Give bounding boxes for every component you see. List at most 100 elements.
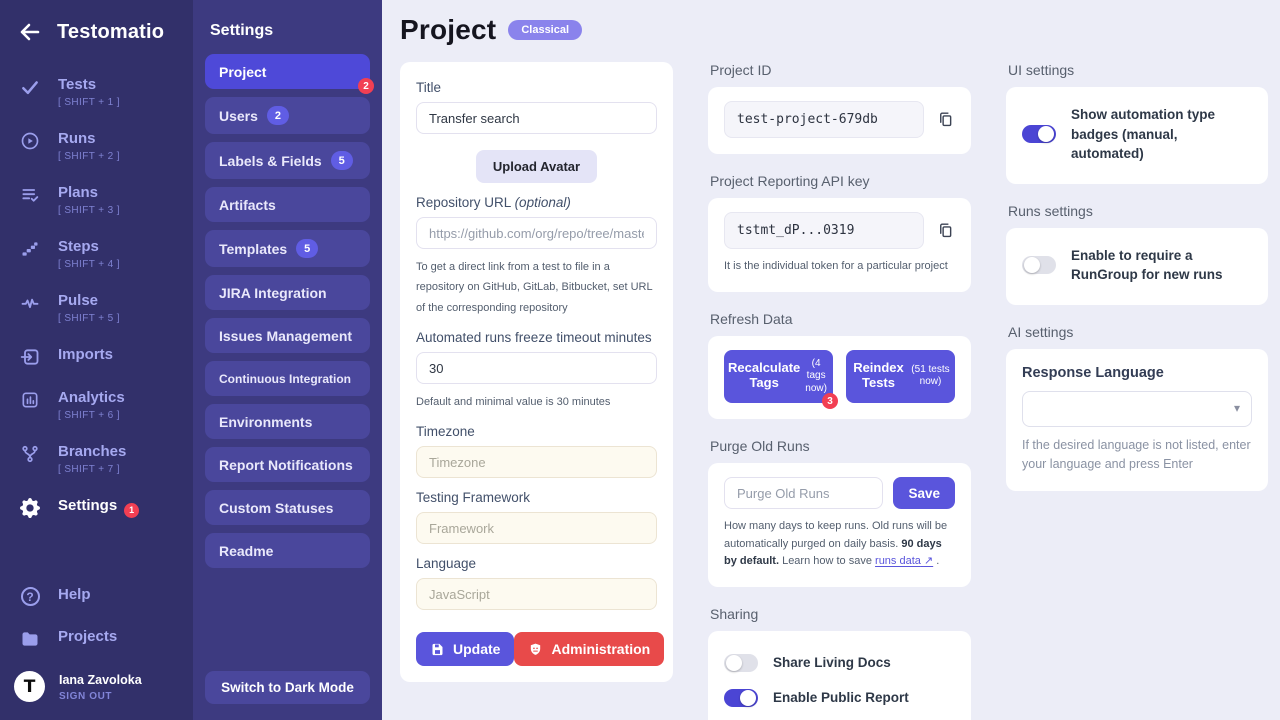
purge-help: How many days to keep runs. Old runs wil… bbox=[724, 520, 948, 568]
settings-nav-issues[interactable]: Issues Management bbox=[205, 318, 370, 353]
help-icon: ? bbox=[19, 587, 41, 606]
title-label: Title bbox=[416, 80, 442, 95]
settings-nav-artifacts[interactable]: Artifacts bbox=[205, 187, 370, 222]
labels-count-badge: 5 bbox=[330, 151, 353, 170]
user-menu[interactable]: T Iana Zavoloka SIGN OUT bbox=[0, 663, 193, 706]
project-form-card: Title Upload Avatar Repository URL (opti… bbox=[400, 62, 673, 683]
external-link-icon: ↗ bbox=[923, 555, 934, 568]
primary-sidebar: Testomatio Tests [ SHIFT + 1 ] Runs [ SH… bbox=[0, 0, 193, 720]
settings-nav-templates[interactable]: Templates 5 bbox=[205, 230, 370, 267]
sidebar-item-imports[interactable]: Imports bbox=[0, 338, 193, 375]
response-language-select[interactable]: ▾ bbox=[1022, 390, 1252, 427]
sharing-label: Sharing bbox=[710, 605, 759, 622]
language-label: Language bbox=[416, 556, 477, 572]
sidebar-item-pulse[interactable]: Pulse [ SHIFT + 5 ] bbox=[0, 284, 193, 332]
back-arrow-icon[interactable] bbox=[18, 20, 42, 44]
users-count-badge: 2 bbox=[266, 106, 289, 125]
list-check-icon bbox=[19, 185, 41, 205]
settings-nav-users[interactable]: Users 2 bbox=[205, 97, 370, 134]
settings-nav-report-notifications[interactable]: Report Notifications bbox=[205, 447, 370, 482]
pulse-icon bbox=[19, 293, 41, 313]
settings-nav-readme[interactable]: Readme bbox=[205, 533, 370, 568]
settings-nav-environments[interactable]: Environments bbox=[205, 404, 370, 439]
project-id-card: test-project-679db bbox=[708, 87, 971, 154]
settings-nav-ci[interactable]: Continuous Integration bbox=[205, 361, 370, 396]
folder-icon bbox=[19, 629, 41, 649]
share-living-docs-toggle[interactable] bbox=[724, 653, 758, 672]
refresh-data-label: Refresh Data bbox=[710, 310, 793, 327]
purge-days-input[interactable] bbox=[724, 477, 884, 510]
settings-nav-jira[interactable]: JIRA Integration bbox=[205, 275, 370, 310]
require-rungroup-toggle[interactable] bbox=[1022, 256, 1056, 275]
repository-url-help: To get a direct link from a test to file… bbox=[416, 261, 653, 314]
shield-icon bbox=[528, 642, 543, 657]
automation-badges-toggle[interactable] bbox=[1022, 125, 1056, 144]
dark-mode-toggle-button[interactable]: Switch to Dark Mode bbox=[205, 671, 370, 704]
avatar: T bbox=[14, 671, 45, 702]
freeze-timeout-label: Automated runs freeze timeout minutes bbox=[416, 330, 652, 346]
sidebar-item-plans[interactable]: Plans [ SHIFT + 3 ] bbox=[0, 176, 193, 224]
sidebar-item-tests[interactable]: Tests [ SHIFT + 1 ] bbox=[0, 68, 193, 116]
sharing-card: Share Living Docs Enable Public Report bbox=[708, 630, 971, 720]
repository-url-label: Repository URL (optional) bbox=[416, 195, 571, 210]
sidebar-item-help[interactable]: ? Help bbox=[0, 578, 193, 614]
sidebar-item-runs[interactable]: Runs [ SHIFT + 2 ] bbox=[0, 122, 193, 170]
freeze-timeout-help: Default and minimal value is 30 minutes bbox=[416, 396, 611, 409]
runs-settings-label: Runs settings bbox=[1008, 202, 1093, 219]
timezone-label: Timezone bbox=[416, 424, 475, 440]
settings-nav-project[interactable]: Project 2 bbox=[205, 54, 374, 94]
framework-label: Testing Framework bbox=[416, 490, 531, 506]
upload-avatar-button[interactable]: Upload Avatar bbox=[475, 150, 598, 183]
freeze-timeout-input[interactable] bbox=[416, 352, 657, 385]
sign-out-link[interactable]: SIGN OUT bbox=[59, 691, 113, 702]
language-input[interactable] bbox=[416, 578, 657, 611]
refresh-data-card: Recalculate Tags (4 tags now) 3 Reindex … bbox=[708, 335, 971, 420]
sidebar-item-settings[interactable]: Settings 1 bbox=[0, 489, 193, 526]
user-name: Iana Zavoloka bbox=[59, 673, 142, 687]
recalculate-alert-badge: 3 bbox=[822, 393, 838, 410]
api-key-card: tstmt_dP...0319 It is the individual tok… bbox=[708, 198, 971, 292]
repository-url-input[interactable] bbox=[416, 217, 657, 249]
gear-icon bbox=[19, 498, 41, 518]
settings-panel-title: Settings bbox=[210, 22, 274, 39]
sidebar-item-analytics[interactable]: Analytics [ SHIFT + 6 ] bbox=[0, 381, 193, 429]
response-language-help: If the desired language is not listed, e… bbox=[1022, 437, 1251, 472]
ui-settings-card: Show automation type badges (manual, aut… bbox=[1006, 87, 1268, 184]
ui-settings-label: UI settings bbox=[1008, 62, 1075, 78]
administration-button[interactable]: Administration bbox=[514, 632, 665, 667]
sidebar-footer: ? Help Projects T Iana Zavoloka SIGN OUT bbox=[0, 578, 193, 720]
runs-data-link[interactable]: runs data ↗ bbox=[875, 555, 934, 568]
project-type-badge: Classical bbox=[508, 20, 583, 40]
copy-icon[interactable] bbox=[936, 110, 955, 129]
chevron-down-icon: ▾ bbox=[1233, 400, 1240, 415]
settings-nav-custom-statuses[interactable]: Custom Statuses bbox=[205, 490, 370, 525]
purge-old-runs-card: Save How many days to keep runs. Old run… bbox=[708, 463, 971, 587]
settings-alert-badge: 1 bbox=[124, 502, 140, 518]
api-key-value: tstmt_dP...0319 bbox=[724, 212, 924, 249]
sidebar-item-steps[interactable]: Steps [ SHIFT + 4 ] bbox=[0, 230, 193, 278]
steps-icon bbox=[19, 239, 41, 259]
main-content: Project Classical Title Upload Avatar Re… bbox=[382, 0, 1280, 720]
save-icon bbox=[430, 642, 445, 657]
import-icon bbox=[19, 347, 41, 367]
runs-settings-card: Enable to require a RunGroup for new run… bbox=[1006, 227, 1268, 305]
sidebar-item-projects[interactable]: Projects bbox=[0, 620, 193, 657]
response-language-label: Response Language bbox=[1022, 364, 1164, 381]
project-id-value: test-project-679db bbox=[724, 101, 924, 138]
page-title: Project bbox=[400, 14, 497, 45]
copy-icon[interactable] bbox=[936, 221, 955, 240]
sidebar-item-branches[interactable]: Branches [ SHIFT + 7 ] bbox=[0, 435, 193, 483]
recalculate-tags-button[interactable]: Recalculate Tags (4 tags now) 3 bbox=[724, 349, 838, 410]
enable-public-report-toggle[interactable] bbox=[724, 689, 758, 708]
update-button[interactable]: Update bbox=[416, 632, 515, 667]
brand-title: Testomatio bbox=[57, 20, 165, 43]
settings-nav-labels-fields[interactable]: Labels & Fields 5 bbox=[205, 142, 370, 179]
save-button[interactable]: Save bbox=[893, 477, 955, 510]
timezone-input[interactable] bbox=[416, 446, 657, 479]
project-id-label: Project ID bbox=[710, 62, 772, 78]
purge-old-runs-label: Purge Old Runs bbox=[710, 438, 810, 455]
title-input[interactable] bbox=[416, 102, 657, 134]
settings-panel: Settings Project 2 Users 2 Labels & Fiel… bbox=[193, 0, 382, 720]
framework-input[interactable] bbox=[416, 512, 657, 545]
reindex-tests-button[interactable]: Reindex Tests (51 tests now) bbox=[846, 349, 955, 404]
